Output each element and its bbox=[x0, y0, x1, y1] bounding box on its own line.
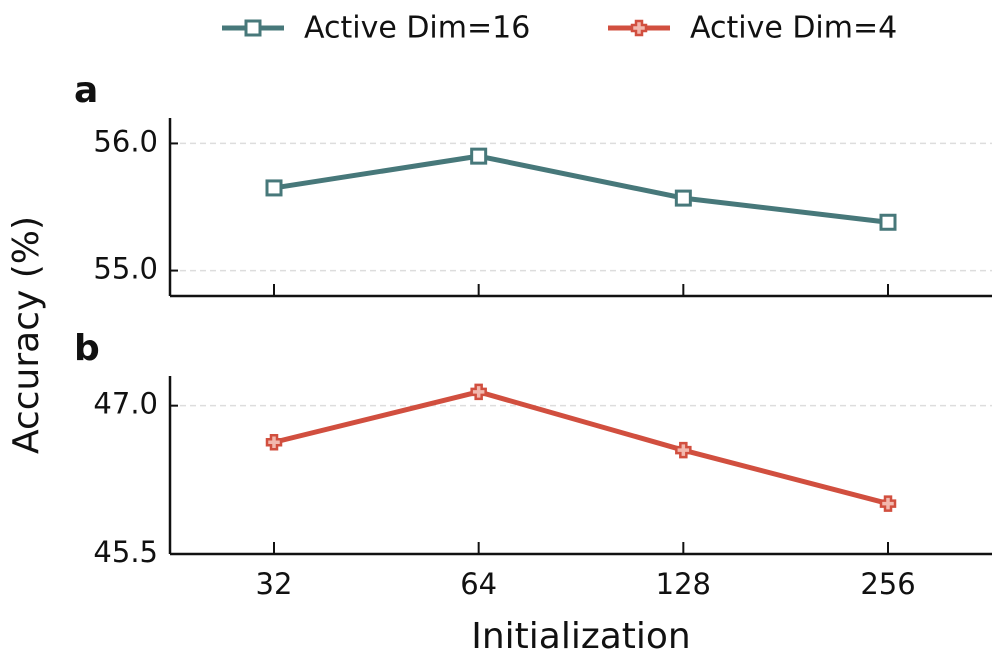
marker bbox=[470, 147, 488, 165]
panel-label: b bbox=[74, 328, 100, 369]
y-tick-label: 56.0 bbox=[93, 124, 158, 158]
marker bbox=[265, 434, 283, 451]
marker bbox=[265, 179, 283, 197]
x-tick-label: 32 bbox=[256, 567, 293, 601]
x-tick-label: 256 bbox=[860, 567, 915, 601]
marker bbox=[674, 189, 692, 207]
panel-label: a bbox=[74, 70, 98, 111]
marker bbox=[879, 213, 897, 231]
marker bbox=[879, 495, 897, 512]
legend-label: Active Dim=4 bbox=[690, 11, 897, 46]
legend-label: Active Dim=16 bbox=[304, 11, 530, 46]
series-line bbox=[273, 153, 889, 225]
x-tick-label: 64 bbox=[460, 567, 497, 601]
y-tick-label: 45.5 bbox=[93, 535, 158, 569]
series-line bbox=[273, 389, 889, 506]
y-tick-label: 47.0 bbox=[93, 387, 158, 421]
marker bbox=[470, 383, 487, 401]
y-tick-label: 55.0 bbox=[93, 252, 158, 286]
x-tick-label: 128 bbox=[656, 567, 711, 601]
y-axis-label: Accuracy (%) bbox=[6, 216, 47, 454]
marker bbox=[675, 441, 692, 459]
legend-marker bbox=[630, 19, 648, 37]
legend-marker bbox=[244, 19, 262, 37]
x-axis-label: Initialization bbox=[471, 616, 691, 657]
